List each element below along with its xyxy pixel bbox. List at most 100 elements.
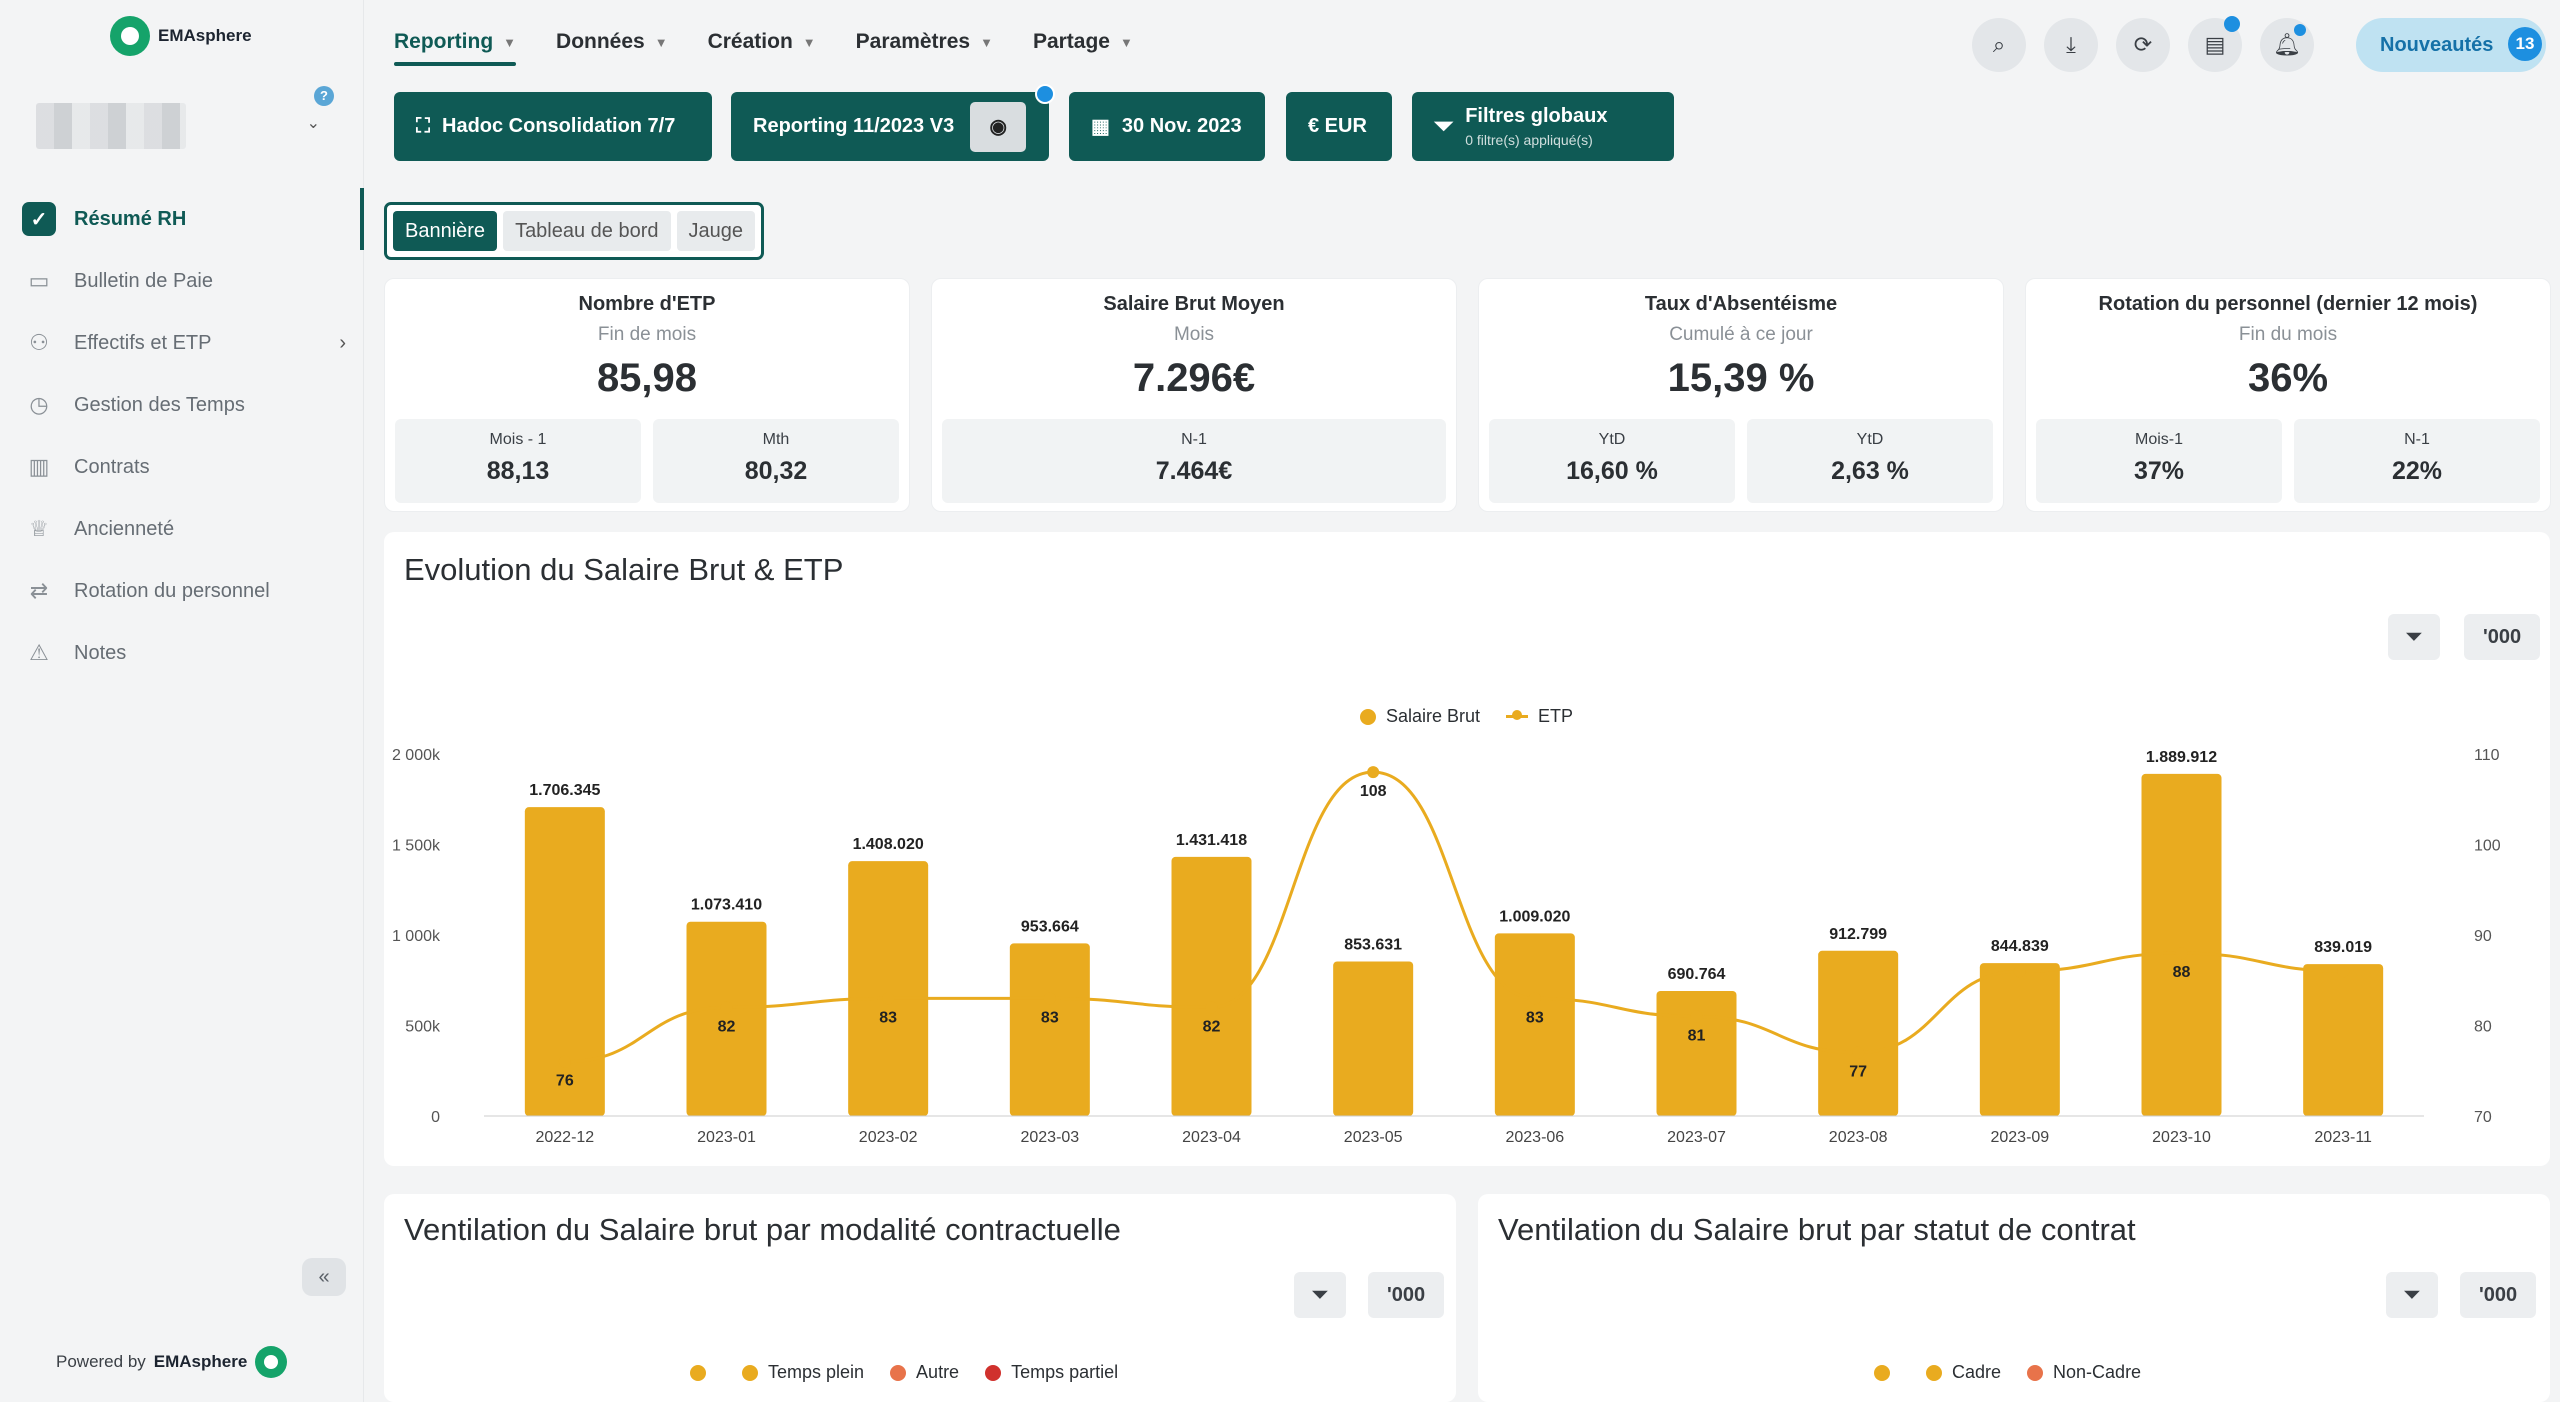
legend-item[interactable]: Cadre [1926,1362,2001,1383]
chevron-down-icon: ▼ [980,34,993,50]
legend-item[interactable]: Autre [890,1362,959,1383]
kpi-sub-box: Mois-1 37% [2036,419,2282,503]
chart-title: Ventilation du Salaire brut par modalité… [404,1212,1121,1247]
sidebar-item-label: Notes [74,641,127,664]
legend-item[interactable]: Temps partiel [985,1362,1118,1383]
bar-data-label: 839.019 [2314,939,2372,956]
consolidation-selector[interactable]: ⛶ Hadoc Consolidation 7/7 [394,92,712,161]
date-label: 30 Nov. 2023 [1121,115,1242,137]
filter-icon: ⏷ [1434,112,1454,140]
book-button[interactable]: ▤ [2188,16,2242,72]
search-icon: ⌕ [1992,32,2006,57]
sidebar-item-gestion-des-temps[interactable]: ◷ Gestion des Temps [0,374,364,436]
reporting-selector[interactable]: Reporting 11/2023 V3 ◉ [731,84,1055,161]
filter-icon: ⏷ [2406,625,2422,648]
menu-donnees[interactable]: Données ▼ [556,30,668,66]
date-selector[interactable]: ▦ 30 Nov. 2023 [1069,92,1265,161]
bar-data-label: 1.009.020 [1499,908,1570,925]
chart-title: Evolution du Salaire Brut & ETP [404,552,844,587]
refresh-button[interactable]: ⟳ [2116,18,2170,72]
sidebar-item-rotation[interactable]: ⇄ Rotation du personnel [0,560,364,622]
refresh-icon: ⟳ [2133,32,2153,57]
etp-point [1528,992,1541,1005]
legend-swatch [1360,708,1376,725]
legend-swatch [690,1364,706,1381]
kpi-subtitle: Cumulé à ce jour [1669,324,1813,345]
kpi-card-salaire: Salaire Brut Moyen Mois 7.296€ N-1 7.464€ [931,278,1457,512]
bar [1333,961,1414,1116]
view-banniere[interactable]: Bannière [393,211,498,251]
legend-label: Temps plein [768,1362,865,1382]
unit-button[interactable]: '000 [1368,1272,1444,1318]
sidebar: EMAsphere ⌄ ? ✓ Résumé RH ▭ Bulletin de … [0,0,364,1402]
kpi-subtitle: Fin de mois [597,324,697,345]
swap-icon: ⇄ [29,578,49,603]
view-tableau-de-bord[interactable]: Tableau de bord [503,211,671,251]
sidebar-item-contrats[interactable]: ▥ Contrats [0,436,364,498]
sidebar-item-resume-rh[interactable]: ✓ Résumé RH [0,188,364,250]
menu-partage[interactable]: Partage ▼ [1033,30,1133,66]
legend-label: Non-Cadre [2053,1362,2142,1382]
menu-label: Paramètres [855,30,971,53]
chart-filter-button[interactable]: ⏷ [1294,1272,1346,1318]
menu-reporting[interactable]: Reporting ▼ [394,30,517,66]
sidebar-item-notes[interactable]: ⚠ Notes [0,622,364,684]
help-icon[interactable]: ? [314,86,334,106]
main-chart-panel: Evolution du Salaire Brut & ETP ⏷ '000 S… [384,532,2550,1166]
menu-parametres[interactable]: Paramètres ▼ [856,30,993,66]
currency-selector[interactable]: € EUR [1286,92,1392,161]
unit-button[interactable]: '000 [2460,1272,2536,1318]
y-right-tick-label: 110 [2474,747,2500,764]
notifications-button[interactable]: 🔔︎ [2260,18,2314,72]
menu-label: Partage [1032,30,1110,53]
organization-selector[interactable]: ⌄ [30,95,320,155]
view-toggle: Bannière Tableau de bord Jauge [384,202,765,260]
bar-data-label: 1.073.410 [691,897,762,914]
menu-creation[interactable]: Création ▼ [708,30,816,66]
chevron-down-icon: ▼ [503,34,517,50]
global-filters-button[interactable]: ⏷ Filtres globaux 0 filtre(s) appliqué(s… [1412,92,1674,161]
etp-point [2337,965,2350,978]
legend-item[interactable]: Salaire Brut [1360,706,1480,727]
etp-point [2175,947,2188,960]
eye-icon[interactable]: ◉ [970,101,1027,152]
legend-item[interactable]: ETP [1506,706,1573,727]
bell-icon: 🔔︎ [2273,32,2301,57]
etp-data-label: 83 [1041,1009,1059,1026]
news-count-badge: 13 [2508,27,2542,61]
chart-filter-button[interactable]: ⏷ [2386,1272,2438,1318]
legend-item[interactable]: Temps plein [742,1362,864,1383]
filters-text: Filtres globaux 0 filtre(s) appliqué(s) [1465,105,1607,148]
kpi-title: Salaire Brut Moyen [1103,293,1285,315]
bar-data-label: 953.664 [1021,918,1079,935]
news-button[interactable]: Nouveautés 13 [2356,18,2546,72]
sidebar-item-effectifs-etp[interactable]: ⚇ Effectifs et ETP › [0,312,364,374]
chevron-down-icon: ▼ [802,34,816,50]
logo-icon [255,1346,288,1378]
top-actions: ⌕ ⤓ ⟳ ▤ 🔔︎ [1972,16,2314,72]
sidebar-item-anciennete[interactable]: ♕ Ancienneté [0,498,364,560]
chevron-down-icon: ⌄ [306,115,320,132]
bar-data-label: 844.839 [1991,938,2049,955]
bar-data-label: 912.799 [1829,926,1887,943]
kpi-title: Rotation du personnel (dernier 12 mois) [2098,293,2478,315]
view-jauge[interactable]: Jauge [676,211,756,251]
legend-item[interactable] [1874,1364,1900,1381]
x-tick-label: 2023-04 [1182,1129,1241,1146]
etp-line [564,770,2344,1064]
chart-title: Ventilation du Salaire brut par statut d… [1498,1212,2136,1247]
bar-data-label: 1.408.020 [853,836,924,853]
search-button[interactable]: ⌕ [1972,18,2026,72]
legend-item[interactable] [690,1364,716,1381]
download-button[interactable]: ⤓ [2044,18,2098,72]
kpi-value: 7.296€ [1132,356,1256,400]
app-logo[interactable]: EMAsphere [110,16,252,56]
unit-button[interactable]: '000 [2464,614,2540,660]
kpi-value: 15,39 % [1667,356,1815,400]
legend-swatch [2027,1364,2044,1381]
sidebar-item-bulletin-de-paie[interactable]: ▭ Bulletin de Paie [0,250,364,312]
chart-filter-button[interactable]: ⏷ [2388,614,2440,660]
legend-item[interactable]: Non-Cadre [2027,1362,2141,1383]
collapse-sidebar-button[interactable]: « [302,1258,346,1296]
legend-swatch [1926,1364,1942,1381]
